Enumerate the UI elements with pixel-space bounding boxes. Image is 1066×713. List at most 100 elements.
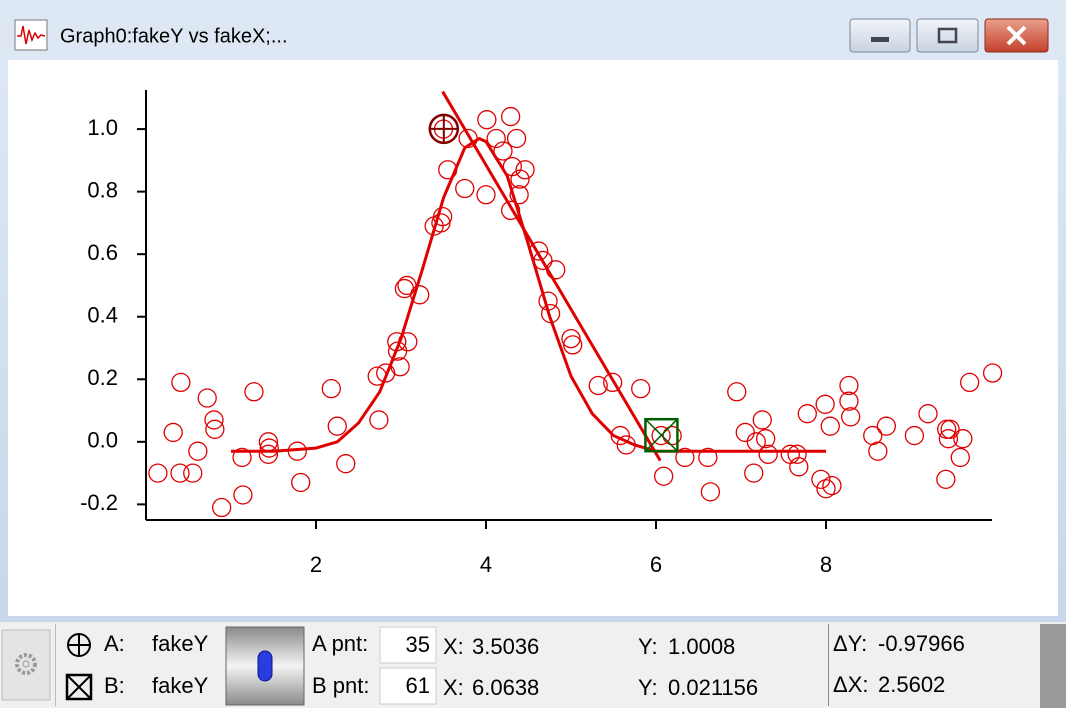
data-point (758, 444, 778, 464)
graph: -0.2 0.0 0.2 0.4 0.6 0.8 1.0 2 4 6 8 (80, 90, 1003, 577)
y-value: 0.021156 (668, 675, 758, 700)
point-input[interactable] (379, 667, 437, 705)
data-point (868, 441, 888, 461)
data-point (376, 363, 396, 383)
y-tick-label: 0.6 (87, 240, 118, 265)
x-tick-label: 6 (650, 552, 662, 577)
wave-name: fakeY (152, 673, 209, 698)
x-tick-label: 4 (480, 552, 492, 577)
data-point (811, 469, 831, 489)
data-point (148, 463, 168, 483)
y-tick-label: 0.2 (87, 365, 118, 390)
data-point (258, 444, 279, 464)
data-point (631, 379, 651, 399)
data-point (938, 429, 959, 449)
cursor-label: B: (104, 673, 125, 698)
y-tick-label: 0.8 (87, 177, 118, 202)
y-tick-label: 0.4 (87, 303, 118, 328)
x-value: 3.5036 (472, 634, 539, 659)
data-point (369, 410, 389, 430)
data-point (822, 475, 842, 496)
data-point (904, 425, 925, 446)
point-input[interactable] (379, 626, 437, 664)
data-point (510, 169, 530, 189)
data-point (982, 363, 1003, 383)
delta-x-value: 2.5602 (878, 672, 945, 697)
delta-y-value: -0.97966 (878, 631, 965, 656)
delta-y-label: ΔY: (833, 631, 867, 656)
settings-button[interactable] (1, 629, 51, 701)
divider (55, 624, 56, 706)
data-point (493, 141, 513, 161)
data-point (455, 178, 475, 199)
data-point (815, 394, 835, 414)
divider (828, 624, 829, 706)
data-point (232, 447, 252, 468)
cursor-panel (0, 622, 1066, 708)
point-value: 35 (406, 632, 430, 657)
data-point (789, 457, 809, 477)
data-point (183, 463, 203, 483)
data-point (170, 463, 190, 483)
data-point (233, 485, 253, 505)
y-tick-label: 0.0 (87, 428, 118, 453)
plot-area (8, 60, 1058, 616)
data-point (515, 160, 535, 180)
app-icon (14, 19, 48, 51)
data-point (756, 429, 776, 449)
data-point (171, 372, 191, 393)
data-point (506, 128, 527, 149)
minimize-button[interactable] (849, 18, 911, 53)
fit-line (231, 136, 826, 453)
data-point (327, 416, 347, 436)
data-point (936, 469, 956, 489)
data-point (839, 375, 859, 396)
y-label: Y: (638, 634, 658, 659)
data-point (700, 482, 721, 502)
data-point (197, 388, 217, 408)
data-point (432, 207, 453, 227)
y-label: Y: (638, 675, 658, 700)
data-point (336, 454, 356, 474)
point-value: 61 (406, 673, 430, 698)
cursor-b-symbol (65, 673, 93, 701)
wave-name: fakeY (152, 631, 209, 656)
data-point (727, 382, 747, 402)
cursor-slider[interactable] (225, 626, 305, 706)
data-point (820, 416, 840, 436)
data-point (662, 425, 682, 446)
close-button[interactable] (984, 18, 1049, 53)
data-point (841, 407, 861, 427)
data-point (486, 128, 506, 149)
maximize-button[interactable] (916, 18, 979, 53)
data-point (244, 382, 264, 402)
data-point (953, 429, 973, 449)
data-point (752, 410, 772, 430)
fit-line (441, 90, 662, 462)
data-point (797, 404, 817, 424)
data-point (259, 438, 279, 458)
data-point (839, 391, 859, 411)
cursor-b-cross (644, 418, 678, 452)
scrollbar[interactable] (1040, 624, 1066, 708)
x-label: X: (443, 634, 464, 659)
data-point (563, 335, 583, 355)
data-point (787, 444, 807, 464)
data-point (651, 425, 671, 446)
data-point (211, 497, 232, 518)
data-point (291, 472, 311, 493)
data-point (588, 375, 608, 396)
data-point (654, 466, 674, 486)
cursor-a-cross (429, 114, 458, 143)
data-point (163, 422, 183, 443)
window-title: Graph0:fakeY vs fakeX;... (60, 25, 288, 47)
cursor-a-symbol (67, 633, 91, 657)
delta-x-label: ΔX: (833, 672, 868, 697)
data-point (321, 379, 341, 399)
cursor-label: A: (104, 631, 125, 656)
data-point (675, 447, 695, 468)
data-point (500, 200, 521, 221)
data-point (876, 416, 896, 436)
data-point (610, 425, 630, 446)
cursor-b (644, 417, 679, 453)
